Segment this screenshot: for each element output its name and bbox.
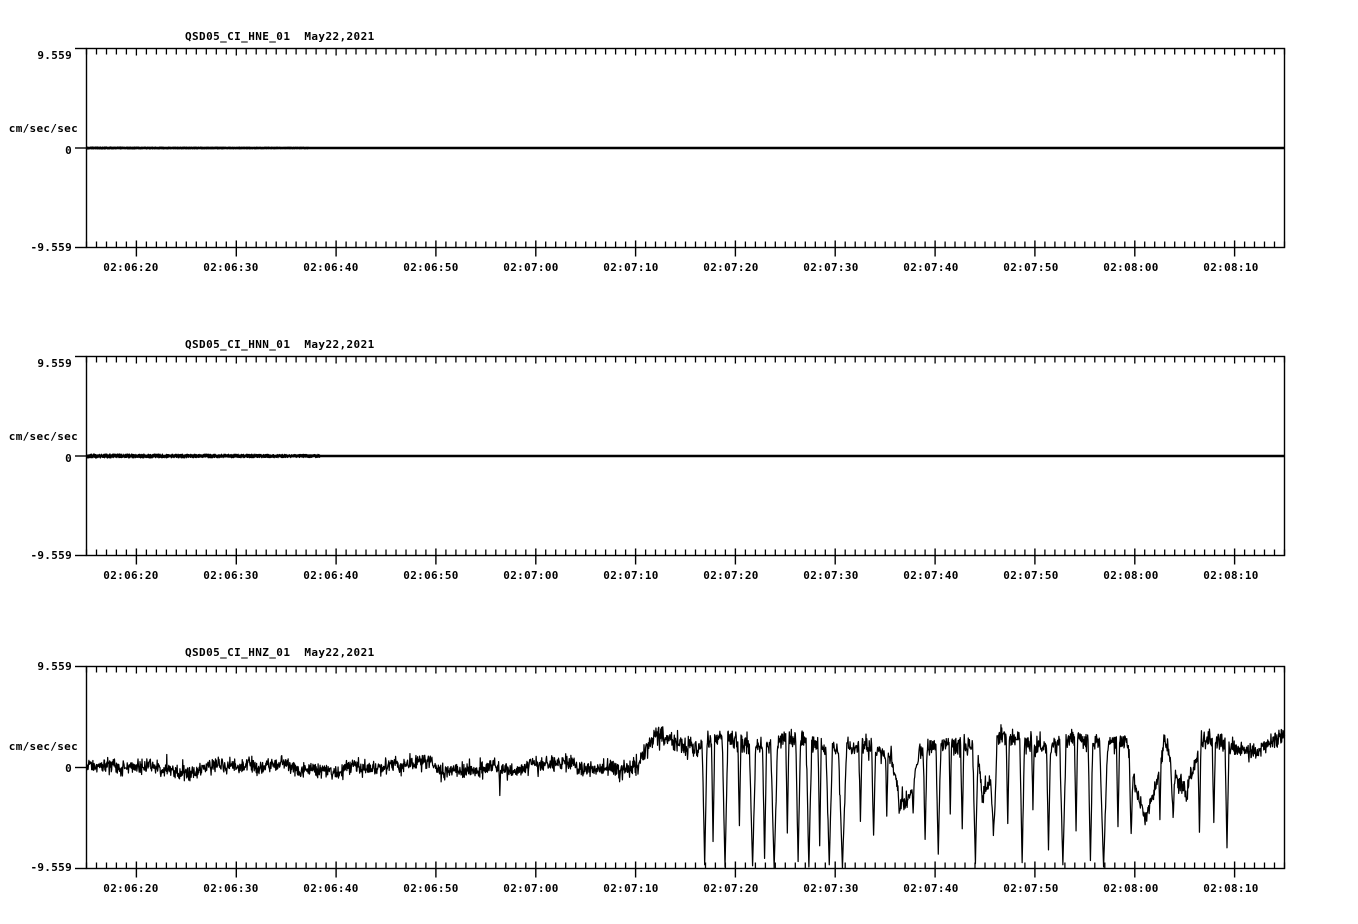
x-tick-label: 02:08:10: [1203, 882, 1259, 895]
x-tick-label: 02:08:00: [1103, 261, 1159, 274]
x-tick-label: 02:07:20: [703, 261, 759, 274]
x-tick-label: 02:06:50: [403, 882, 459, 895]
panel-title-hnn: QSD05_CI_HNN_01 May22,2021: [185, 338, 375, 351]
x-tick-label: 02:07:50: [1003, 882, 1059, 895]
panel-title-hne: QSD05_CI_HNE_01 May22,2021: [185, 30, 375, 43]
waveform-hnz: [85, 724, 1286, 869]
x-tick-label: 02:07:10: [603, 882, 659, 895]
y-tick-mid-hnn: 0: [65, 452, 72, 465]
x-tick-label: 02:06:40: [303, 261, 359, 274]
x-tick-label: 02:06:40: [303, 569, 359, 582]
y-tick-bot-hnz: -9.559: [30, 861, 72, 874]
y-axis-unit-hnn: cm/sec/sec: [8, 430, 78, 443]
x-tick-label: 02:07:30: [803, 569, 859, 582]
x-tick-label: 02:06:20: [103, 261, 159, 274]
x-tick-label: 02:06:30: [203, 261, 259, 274]
y-axis-ticks-hne: [75, 47, 87, 249]
waveform-hne: [85, 146, 1285, 150]
x-tick-label: 02:06:40: [303, 882, 359, 895]
panel-hnz: QSD05_CI_HNZ_01 May22,2021 cm/sec/sec 9.…: [0, 618, 1358, 924]
x-tick-label: 02:07:10: [603, 261, 659, 274]
x-tick-label: 02:06:50: [403, 261, 459, 274]
x-tick-label: 02:08:00: [1103, 569, 1159, 582]
x-tick-label: 02:07:40: [903, 882, 959, 895]
x-tick-label: 02:07:20: [703, 569, 759, 582]
x-tick-label: 02:07:30: [803, 261, 859, 274]
waveform-hnn: [85, 453, 1285, 459]
y-tick-bot-hne: -9.559: [30, 241, 72, 254]
axis-ticks-hnz: [85, 666, 1286, 878]
x-tick-label: 02:06:20: [103, 882, 159, 895]
x-tick-label: 02:06:30: [203, 882, 259, 895]
x-tick-label: 02:07:00: [503, 569, 559, 582]
x-tick-label: 02:07:20: [703, 882, 759, 895]
x-tick-label: 02:07:40: [903, 569, 959, 582]
y-tick-mid-hnz: 0: [65, 762, 72, 775]
plot-area-hnn: [75, 355, 1286, 565]
plot-area-hne: [75, 47, 1286, 257]
y-tick-top-hnz: 9.559: [37, 660, 72, 673]
x-tick-label: 02:06:20: [103, 569, 159, 582]
y-axis-unit-hnz: cm/sec/sec: [8, 740, 78, 753]
axis-ticks-hne: [85, 48, 1286, 257]
x-tick-label: 02:06:50: [403, 569, 459, 582]
x-tick-label: 02:07:00: [503, 882, 559, 895]
panel-hnn: QSD05_CI_HNN_01 May22,2021 cm/sec/sec 9.…: [0, 308, 1358, 608]
x-tick-label: 02:07:30: [803, 882, 859, 895]
x-tick-label: 02:07:00: [503, 261, 559, 274]
y-axis-unit-hne: cm/sec/sec: [8, 122, 78, 135]
y-tick-top-hnn: 9.559: [37, 357, 72, 370]
panel-hne: QSD05_CI_HNE_01 May22,2021 cm/sec/sec 9.…: [0, 0, 1358, 300]
x-tick-label: 02:08:10: [1203, 261, 1259, 274]
x-tick-label: 02:08:10: [1203, 569, 1259, 582]
y-tick-mid-hne: 0: [65, 144, 72, 157]
y-tick-top-hne: 9.559: [37, 49, 72, 62]
x-tick-label: 02:08:00: [1103, 882, 1159, 895]
y-axis-ticks-hnn: [75, 355, 87, 557]
y-tick-bot-hnn: -9.559: [30, 549, 72, 562]
x-tick-label: 02:06:30: [203, 569, 259, 582]
panel-title-hnz: QSD05_CI_HNZ_01 May22,2021: [185, 646, 375, 659]
x-tick-label: 02:07:50: [1003, 261, 1059, 274]
y-axis-ticks-hnz: [75, 665, 87, 870]
x-tick-label: 02:07:40: [903, 261, 959, 274]
x-tick-label: 02:07:10: [603, 569, 659, 582]
plot-area-hnz: [75, 665, 1286, 878]
x-tick-label: 02:07:50: [1003, 569, 1059, 582]
axis-ticks-hnn: [85, 356, 1286, 565]
